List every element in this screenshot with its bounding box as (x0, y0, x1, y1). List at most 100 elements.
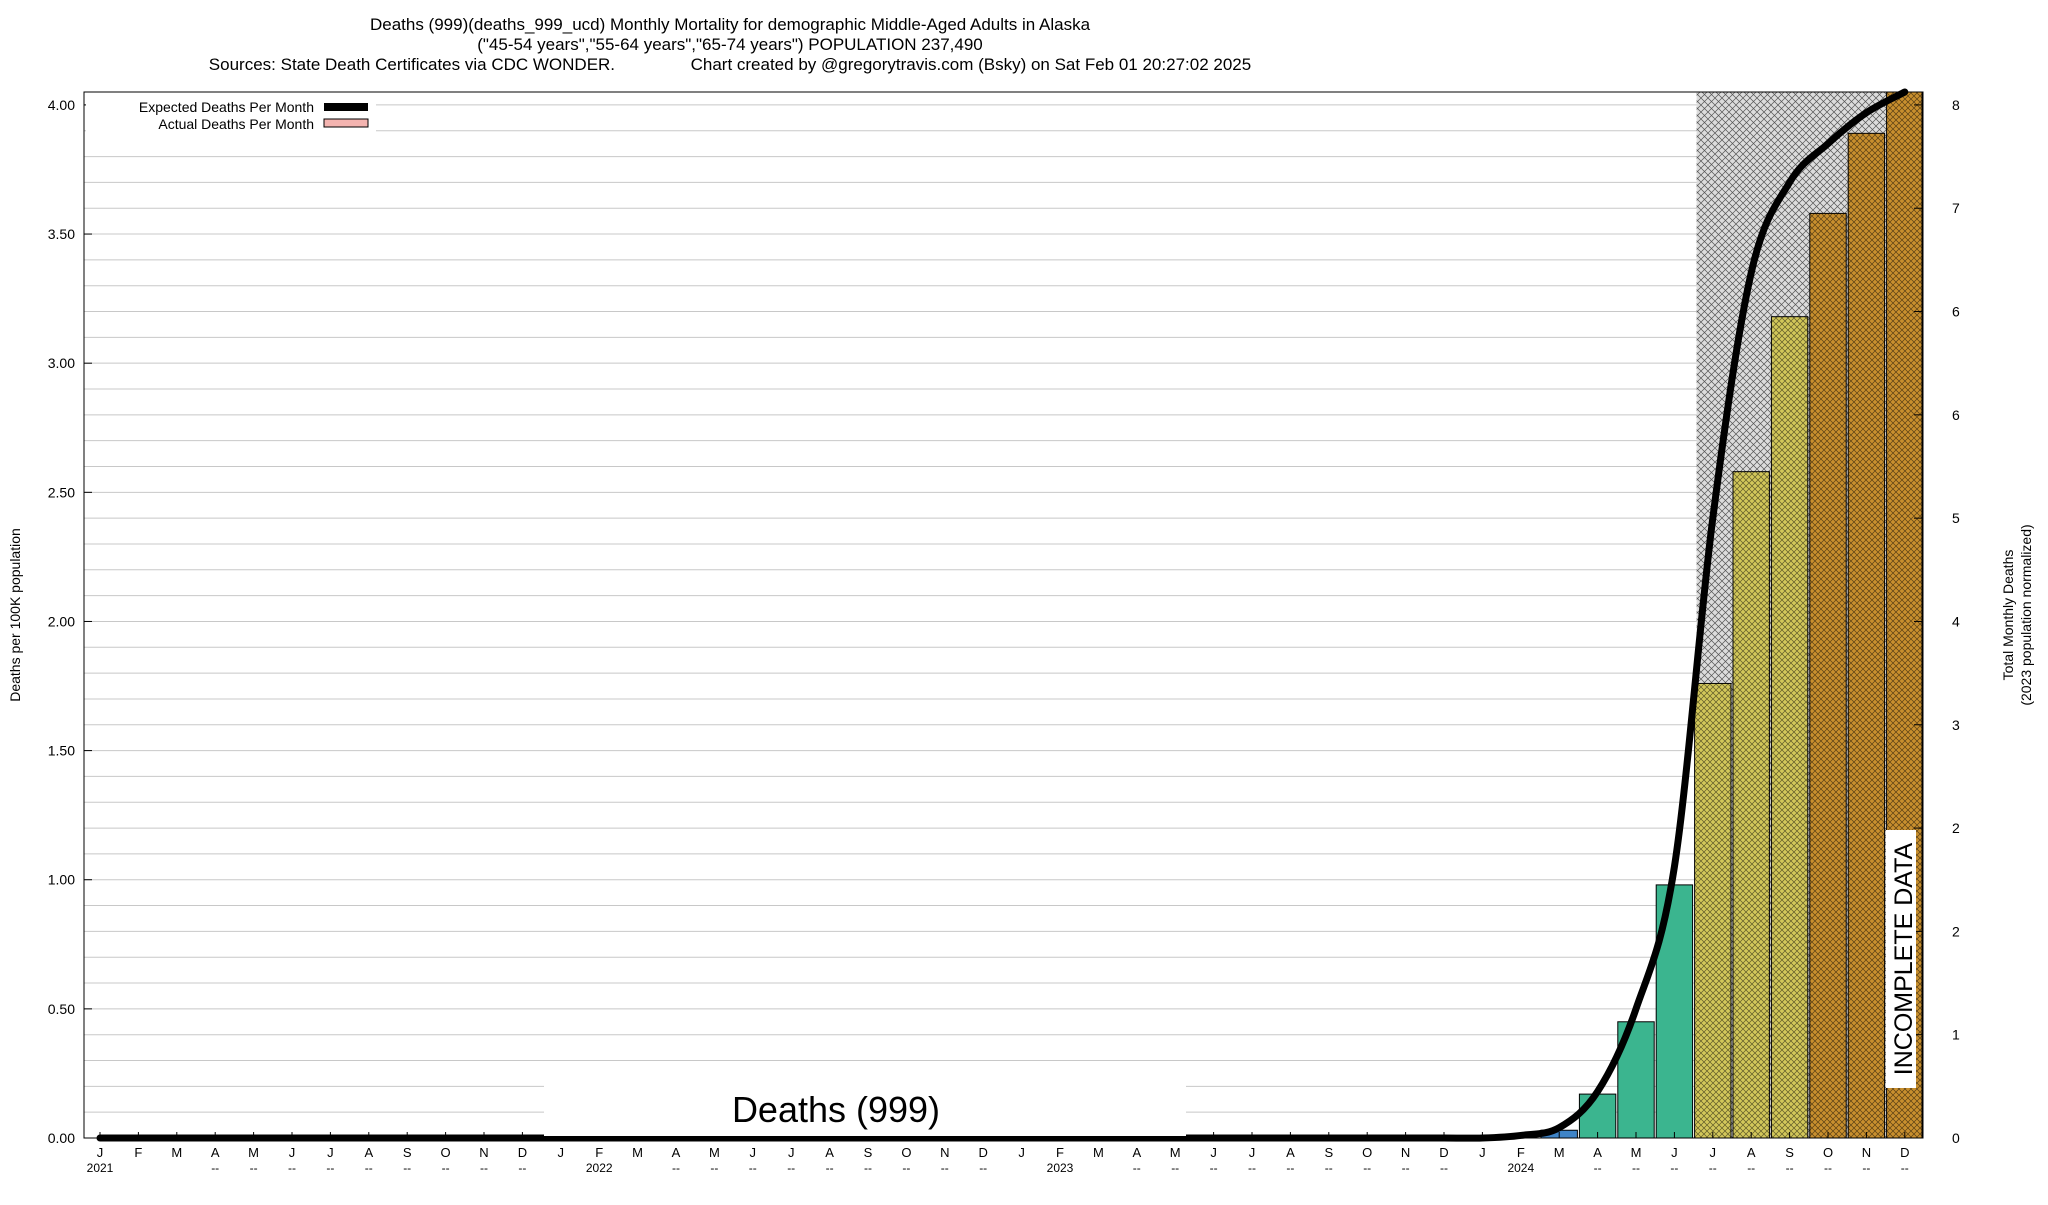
x-tick-label: J (1671, 1145, 1678, 1160)
x-tick-label: J (1249, 1145, 1256, 1160)
x-tick-label: D (1900, 1145, 1909, 1160)
left-tick-label: 0.50 (48, 1001, 75, 1017)
x-tick-label: J (1018, 1145, 1025, 1160)
x-tick-sublabel: -- (1133, 1161, 1141, 1175)
center-label: Deaths (999) (732, 1089, 940, 1130)
bar-hatch (1733, 471, 1770, 1138)
x-tick-label: M (1170, 1145, 1181, 1160)
right-axis-ticks: 0 1 2 2 3 4 5 6 6 7 8 (1914, 97, 1960, 1146)
x-tick-sublabel: -- (826, 1161, 834, 1175)
x-tick-label: M (709, 1145, 720, 1160)
right-tick-label: 4 (1952, 613, 1960, 629)
x-tick-label: A (1286, 1145, 1295, 1160)
left-axis-ticks: 0.00 0.50 1.00 1.50 2.00 2.50 3.00 3.50 4.00 (48, 97, 92, 1146)
expected-line-group (96, 88, 1909, 1142)
right-tick-label: 0 (1952, 1130, 1960, 1146)
right-tick-label: 2 (1952, 820, 1960, 836)
incomplete-data-label: INCOMPLETE DATA (1890, 842, 1918, 1075)
legend: Expected Deaths Per Month Actual Deaths … (86, 94, 376, 134)
x-tick-label: F (1056, 1145, 1064, 1160)
x-tick-label: O (441, 1145, 451, 1160)
title-line-2: ("45-54 years","55-64 years","65-74 year… (477, 35, 983, 54)
x-tick-label: J (1710, 1145, 1717, 1160)
x-tick-label: D (518, 1145, 527, 1160)
x-tick-sublabel: -- (288, 1161, 296, 1175)
x-tick-sublabel: -- (787, 1161, 795, 1175)
x-tick-sublabel: -- (979, 1161, 987, 1175)
x-tick-sublabel: -- (1363, 1161, 1371, 1175)
x-tick-label: J (97, 1145, 104, 1160)
x-tick-sublabel: -- (1594, 1161, 1602, 1175)
x-tick-label: J (558, 1145, 565, 1160)
x-tick-label: J (788, 1145, 795, 1160)
x-tick-label: D (1439, 1145, 1448, 1160)
bar-hatch (1848, 133, 1885, 1138)
bar (1578, 1093, 1617, 1139)
x-tick-sublabel: -- (1210, 1161, 1218, 1175)
left-tick-label: 4.00 (48, 97, 75, 113)
x-tick-label: N (940, 1145, 949, 1160)
x-tick-sublabel: -- (1248, 1161, 1256, 1175)
y-axis-label-right-line-1: Total Monthly Deaths (2000, 550, 2016, 681)
x-tick-label: O (1362, 1145, 1372, 1160)
x-tick-sublabel: -- (1440, 1161, 1448, 1175)
bar-hatch (1694, 683, 1731, 1138)
x-tick-sublabel: -- (250, 1161, 258, 1175)
x-year-label: 2022 (586, 1161, 613, 1175)
left-tick-label: 1.00 (48, 872, 75, 888)
x-tick-label: M (171, 1145, 182, 1160)
x-tick-sublabel: -- (1171, 1161, 1179, 1175)
legend-swatch-actual (323, 118, 369, 128)
bar-hatch (1771, 316, 1808, 1138)
left-tick-label: 3.50 (48, 226, 75, 242)
right-tick-label: 5 (1952, 510, 1960, 526)
x-tick-sublabel: -- (1402, 1161, 1410, 1175)
x-tick-label: A (1593, 1145, 1602, 1160)
right-tick-label: 8 (1952, 97, 1960, 113)
x-tick-sublabel: -- (211, 1161, 219, 1175)
x-tick-label: A (211, 1145, 220, 1160)
x-tick-label: N (1401, 1145, 1410, 1160)
x-tick-sublabel: -- (403, 1161, 411, 1175)
bar-hatch (1809, 213, 1847, 1139)
x-tick-sublabel: -- (941, 1161, 949, 1175)
x-tick-label: A (1747, 1145, 1756, 1160)
y-axis-label-right-line-2: (2023 population normalized) (2018, 524, 2034, 705)
left-tick-label: 0.00 (48, 1130, 75, 1146)
right-tick-label: 3 (1952, 717, 1960, 733)
left-tick-label: 2.50 (48, 484, 75, 500)
grid (84, 104, 1922, 1113)
legend-swatch-expected (324, 103, 368, 111)
x-tick-label: M (248, 1145, 259, 1160)
right-tick-label: 6 (1952, 407, 1960, 423)
x-year-label: 2024 (1507, 1161, 1534, 1175)
x-tick-label: J (289, 1145, 296, 1160)
x-tick-label: F (595, 1145, 603, 1160)
x-tick-label: J (327, 1145, 334, 1160)
x-tick-sublabel: -- (1286, 1161, 1294, 1175)
x-tick-sublabel: -- (518, 1161, 526, 1175)
title-line-3: Sources: State Death Certificates via CD… (209, 55, 1251, 74)
x-tick-label: S (864, 1145, 873, 1160)
x-tick-sublabel: -- (1709, 1161, 1717, 1175)
expected-deaths-line (96, 88, 1909, 1142)
x-tick-label: M (632, 1145, 643, 1160)
x-year-label: 2023 (1047, 1161, 1074, 1175)
right-tick-label: 1 (1952, 1027, 1960, 1043)
x-tick-sublabel: -- (1786, 1161, 1794, 1175)
right-tick-label: 2 (1952, 923, 1960, 939)
x-tick-label: A (364, 1145, 373, 1160)
x-tick-label: M (1093, 1145, 1104, 1160)
x-tick-label: S (403, 1145, 412, 1160)
center-label-background (544, 1083, 1186, 1136)
x-tick-label: D (979, 1145, 988, 1160)
x-tick-sublabel: -- (749, 1161, 757, 1175)
x-tick-sublabel: -- (326, 1161, 334, 1175)
x-tick-label: F (1517, 1145, 1525, 1160)
x-tick-label: N (479, 1145, 488, 1160)
x-year-label: 2021 (87, 1161, 114, 1175)
x-tick-label: J (1210, 1145, 1217, 1160)
legend-label-actual: Actual Deaths Per Month (158, 116, 314, 132)
